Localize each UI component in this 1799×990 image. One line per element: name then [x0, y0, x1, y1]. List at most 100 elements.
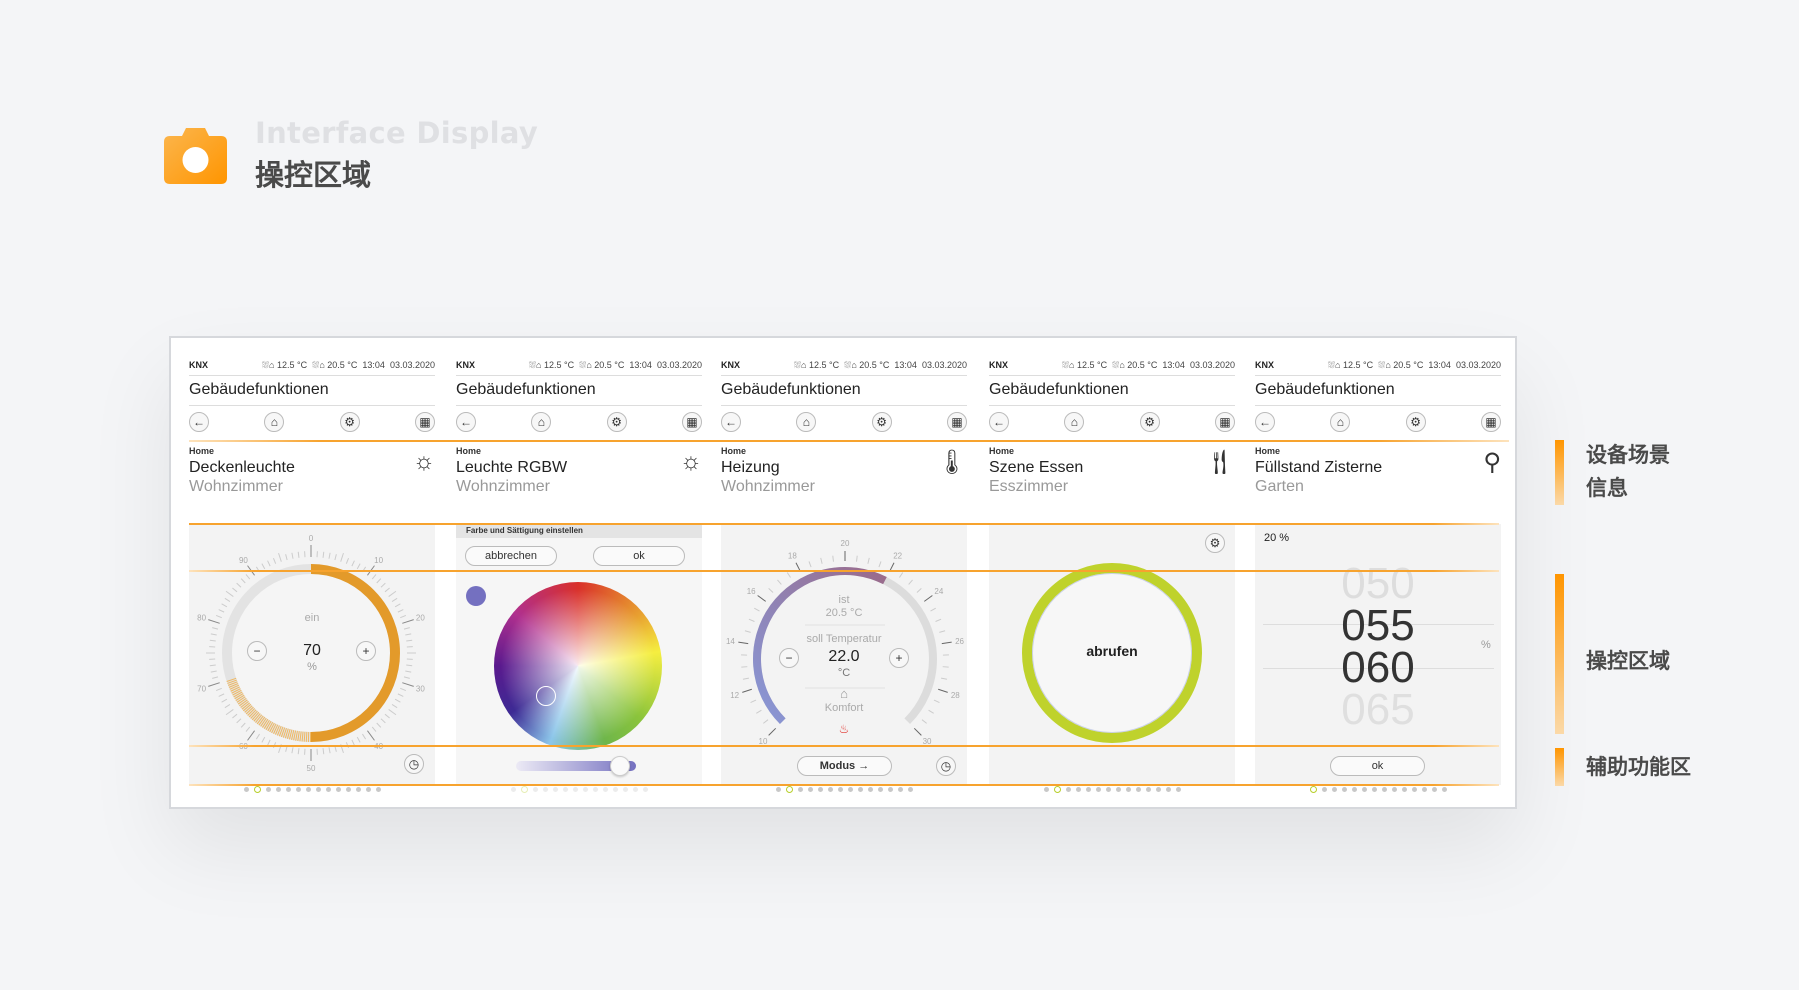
back-arrow-icon[interactable]: ← [189, 412, 209, 432]
page-indicator-dot[interactable] [897, 787, 903, 792]
page-indicator-dot[interactable] [562, 787, 568, 792]
page-indicator-dot[interactable] [775, 787, 781, 792]
page-indicator-dot[interactable] [355, 787, 361, 792]
roller-value[interactable]: 050 [1341, 559, 1415, 608]
page-indicator-dot[interactable] [592, 787, 598, 792]
page-indicator-dot[interactable] [335, 787, 341, 792]
breadcrumb[interactable]: Home [1255, 446, 1281, 456]
page-indicator-dot[interactable] [295, 787, 301, 792]
page-indicator-dot[interactable] [1095, 787, 1101, 792]
back-arrow-icon[interactable]: ← [989, 412, 1009, 432]
page-indicator-dot[interactable] [1401, 787, 1407, 792]
page-indicator-dot[interactable] [1115, 787, 1121, 792]
page-indicator-dot[interactable] [642, 787, 648, 792]
page-indicator-dot[interactable] [532, 787, 538, 792]
page-indicator-dot[interactable] [837, 787, 843, 792]
page-indicator-dot[interactable] [1309, 786, 1317, 793]
scene-settings-icon[interactable]: ⚙ [1205, 533, 1225, 553]
back-arrow-icon[interactable]: ← [721, 412, 741, 432]
home-icon[interactable]: ⌂ [531, 412, 552, 432]
grid-icon[interactable]: ▦ [1480, 412, 1501, 432]
scene-gear-icon[interactable]: ⚙ [339, 412, 360, 432]
brightness-slider-handle[interactable] [610, 756, 630, 776]
page-indicator-dot[interactable] [1391, 787, 1397, 792]
page-indicator-dot[interactable] [325, 787, 331, 792]
page-indicator-dot[interactable] [1135, 787, 1141, 792]
page-indicator-dot[interactable] [1411, 787, 1417, 792]
page-indicator-dot[interactable] [315, 787, 321, 792]
page-indicator-dot[interactable] [572, 787, 578, 792]
grid-icon[interactable]: ▦ [946, 412, 967, 432]
page-indicator-dot[interactable] [1361, 787, 1367, 792]
page-indicator-dot[interactable] [243, 787, 249, 792]
page-indicator-dot[interactable] [807, 787, 813, 792]
page-indicator-dot[interactable] [305, 787, 311, 792]
page-indicator-dot[interactable] [1371, 787, 1377, 792]
page-indicator-dot[interactable] [1441, 787, 1447, 792]
clock-icon[interactable]: ◷ [936, 756, 956, 776]
page-indicator-dot[interactable] [1341, 787, 1347, 792]
page-indicator-dot[interactable] [582, 787, 588, 792]
breadcrumb[interactable]: Home [989, 446, 1015, 456]
page-indicator-dot[interactable] [785, 786, 793, 793]
dimmer-dial[interactable]: 0102030405060708090 [189, 524, 435, 785]
home-icon[interactable]: ⌂ [796, 412, 817, 432]
page-indicator-dot[interactable] [1065, 787, 1071, 792]
home-icon[interactable]: ⌂ [1064, 412, 1085, 432]
breadcrumb[interactable]: Home [189, 446, 215, 456]
mode-button[interactable]: Modus → [797, 756, 892, 776]
ok-button[interactable]: ok [593, 546, 685, 566]
scene-gear-icon[interactable]: ⚙ [1139, 412, 1160, 432]
home-icon[interactable]: ⌂ [1330, 412, 1351, 432]
page-indicator-dot[interactable] [857, 787, 863, 792]
page-indicator-dot[interactable] [602, 787, 608, 792]
page-indicator-dot[interactable] [1125, 787, 1131, 792]
page-indicator-dot[interactable] [375, 787, 381, 792]
page-indicator-dot[interactable] [1155, 787, 1161, 792]
breadcrumb[interactable]: Home [456, 446, 482, 456]
page-indicator-dot[interactable] [817, 787, 823, 792]
page-indicator-dot[interactable] [907, 787, 913, 792]
minus-button[interactable]: − [779, 648, 799, 668]
grid-icon[interactable]: ▦ [1214, 412, 1235, 432]
page-indicator-dot[interactable] [552, 787, 558, 792]
page-indicator-dot[interactable] [1053, 786, 1061, 793]
page-indicator-dot[interactable] [542, 787, 548, 792]
roller-value[interactable]: 065 [1341, 685, 1415, 734]
page-indicator-dot[interactable] [510, 787, 516, 792]
breadcrumb[interactable]: Home [721, 446, 747, 456]
page-indicator-dot[interactable] [1421, 787, 1427, 792]
grid-icon[interactable]: ▦ [681, 412, 702, 432]
page-indicator-dot[interactable] [622, 787, 628, 792]
plus-button[interactable]: + [889, 648, 909, 668]
page-indicator-dot[interactable] [365, 787, 371, 792]
roller-value[interactable]: 055 [1341, 601, 1415, 650]
color-wheel[interactable] [494, 582, 662, 750]
page-indicator-dot[interactable] [1165, 787, 1171, 792]
page-indicator-dot[interactable] [1331, 787, 1337, 792]
page-indicator-dot[interactable] [1105, 787, 1111, 792]
page-indicator-dot[interactable] [877, 787, 883, 792]
page-indicator-dot[interactable] [1075, 787, 1081, 792]
page-indicator-dot[interactable] [253, 786, 261, 793]
ok-button[interactable]: ok [1330, 756, 1425, 776]
color-selector-handle[interactable] [536, 686, 556, 706]
page-indicator-dot[interactable] [797, 787, 803, 792]
plus-button[interactable]: + [356, 641, 376, 661]
page-indicator-dot[interactable] [275, 787, 281, 792]
page-indicator-dot[interactable] [827, 787, 833, 792]
page-indicator-dot[interactable] [632, 787, 638, 792]
page-indicator-dot[interactable] [1175, 787, 1181, 792]
page-indicator-dot[interactable] [285, 787, 291, 792]
back-arrow-icon[interactable]: ← [1255, 412, 1275, 432]
scene-gear-icon[interactable]: ⚙ [1405, 412, 1426, 432]
page-indicator-dot[interactable] [1381, 787, 1387, 792]
page-indicator-dot[interactable] [520, 786, 528, 793]
page-indicator-dot[interactable] [1085, 787, 1091, 792]
page-indicator-dot[interactable] [867, 787, 873, 792]
cancel-button[interactable]: abbrechen [465, 546, 557, 566]
page-indicator-dot[interactable] [887, 787, 893, 792]
page-indicator-dot[interactable] [1043, 787, 1049, 792]
brightness-slider[interactable] [516, 761, 636, 771]
page-indicator-dot[interactable] [1431, 787, 1437, 792]
